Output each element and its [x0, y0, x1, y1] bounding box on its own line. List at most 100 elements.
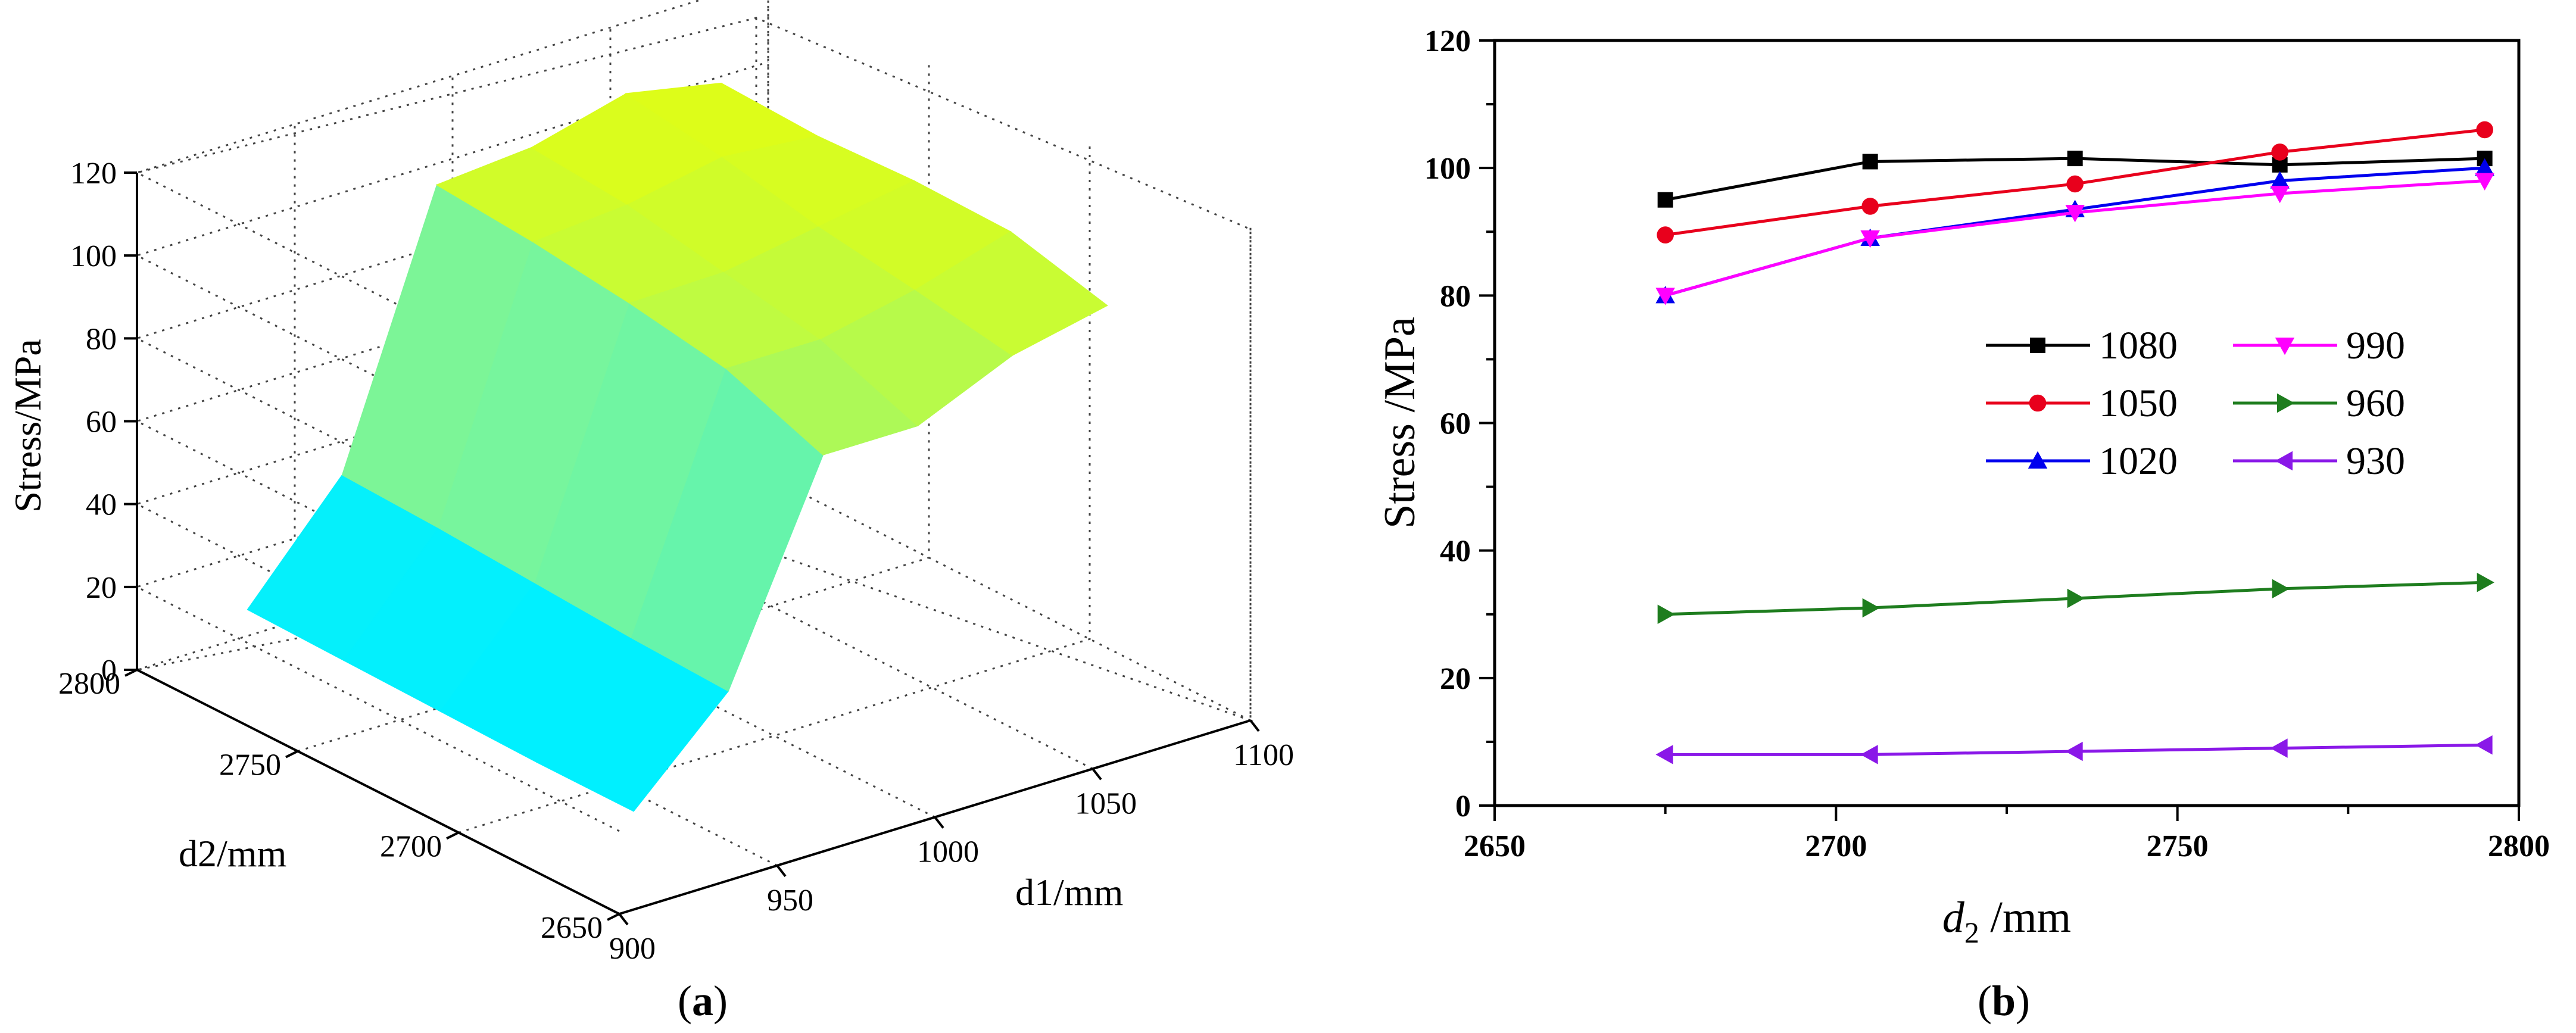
series-960-point — [2067, 588, 2085, 608]
z-tick-label: 80 — [86, 322, 117, 356]
d1-tick-mark — [1091, 768, 1102, 781]
legend-item-1080: 1080 — [1986, 324, 2178, 367]
d1-axis-label: d1/mm — [1015, 871, 1123, 913]
z-tick-label: 40 — [86, 488, 117, 522]
series-1020-point — [2270, 171, 2290, 189]
series-990-point — [2475, 173, 2494, 191]
d2-tick-mark — [285, 750, 298, 759]
series-930-point — [2475, 735, 2493, 755]
y-tick-label: 100 — [1424, 152, 1471, 186]
surface-facet — [915, 231, 1108, 356]
x-tick-label: 2650 — [1464, 829, 1526, 863]
ticks-3d: 0 20 40 60 80 100 120 2650 2700 2750 2800 900 950 100… — [58, 157, 1294, 966]
z-tick-label: 120 — [70, 157, 117, 191]
series-960-point — [1657, 604, 1675, 624]
series-1080-point — [1657, 192, 1673, 208]
d1-tick-label: 1000 — [917, 835, 979, 869]
series-990-point — [2065, 205, 2085, 223]
x-axis-label-subscript: 2 — [1964, 916, 1979, 949]
axis-ticks: 0 20 40 60 80 100 120 2650 2700 2750 2800 — [1424, 24, 2550, 863]
panel-b-label: (b) — [1978, 977, 2030, 1025]
series-960-point — [2477, 572, 2494, 592]
d1-tick-mark — [1249, 719, 1260, 732]
legend-marker — [2277, 393, 2295, 413]
series-990-point — [1655, 288, 1675, 305]
series-1050-point — [2476, 121, 2493, 139]
legend-marker — [2030, 338, 2045, 353]
series-1080-point — [2067, 151, 2083, 167]
z-tick-label: 20 — [86, 571, 117, 605]
d2-tick-mark — [607, 913, 620, 921]
panel-b-line-chart: 0 20 40 60 80 100 120 2650 2700 2750 2800 Stress /… — [1376, 24, 2550, 1025]
legend-item-1050: 1050 — [1986, 382, 2178, 425]
series-930-point — [2270, 738, 2288, 758]
d1-tick-label: 900 — [609, 932, 656, 966]
d2-tick-label: 2700 — [380, 829, 442, 863]
x-axis-label-unit: /mm — [1979, 893, 2071, 942]
legend-label: 930 — [2346, 439, 2405, 483]
series-990 — [1655, 173, 2494, 305]
legend-label: 1080 — [2099, 324, 2178, 367]
y-tick-label: 40 — [1440, 535, 1471, 569]
series-930-point — [2065, 741, 2083, 762]
legend-item-930: 930 — [2233, 439, 2405, 483]
series-1050-point — [2271, 143, 2288, 161]
legend-label: 1050 — [2099, 382, 2178, 425]
d2-tick-label: 2800 — [58, 667, 120, 701]
legend-marker — [2029, 394, 2047, 412]
d1-tick-mark — [934, 816, 944, 829]
x-tick-label: 2800 — [2488, 829, 2550, 863]
x-axis-label: d2 /mm — [1942, 893, 2071, 949]
z-tick-label: 100 — [70, 239, 117, 273]
d2-tick-label: 2650 — [541, 911, 603, 945]
panel-a-label: (a) — [678, 977, 728, 1025]
d1-tick-label: 950 — [767, 884, 813, 917]
series-lines — [1655, 121, 2494, 764]
y-tick-label: 80 — [1440, 279, 1471, 313]
series-1080-point — [1862, 154, 1878, 170]
grid-line-d2 — [458, 142, 1091, 834]
legend-label: 1020 — [2099, 439, 2178, 483]
legend-label: 960 — [2346, 382, 2405, 425]
y-tick-label: 60 — [1440, 407, 1471, 441]
legend-marker — [2275, 338, 2295, 355]
legend: 1080 1050 1020 990 960 930 — [1986, 324, 2405, 483]
series-990-line — [1664, 179, 2485, 297]
z-tick-label: 60 — [86, 405, 117, 439]
x-axis-label-symbol: d — [1942, 893, 1965, 942]
x-tick-label: 2750 — [2147, 829, 2209, 863]
series-960-point — [2272, 579, 2290, 599]
series-1050 — [1657, 121, 2493, 244]
d2-tick-label: 2750 — [219, 748, 281, 782]
series-990-point — [2270, 186, 2290, 204]
legend-item-1020: 1020 — [1986, 439, 2178, 483]
d1-tick-label: 1100 — [1233, 738, 1294, 772]
d2-tick-mark — [124, 669, 138, 677]
legend-item-960: 960 — [2233, 382, 2405, 425]
series-960 — [1657, 572, 2494, 624]
d1-tick-mark — [776, 865, 787, 877]
series-1050-point — [1861, 198, 1879, 215]
z-tick-label: 0 — [101, 654, 117, 688]
x-tick-label: 2700 — [1805, 829, 1867, 863]
y-tick-label: 0 — [1455, 789, 1471, 823]
series-930-point — [1860, 745, 1878, 764]
d1-tick-mark — [618, 913, 629, 926]
series-960-point — [1862, 598, 1880, 618]
panel-a-surface-chart: 0 20 40 60 80 100 120 2650 2700 2750 2800 900 950 100… — [7, 0, 1294, 1025]
d2-axis-label: d2/mm — [179, 832, 286, 875]
series-1080 — [1657, 151, 2493, 208]
z-axis-label: Stress/MPa — [7, 339, 49, 513]
d2-tick-mark — [446, 831, 459, 840]
grid-line-d2 — [297, 60, 930, 753]
series-1050-point — [2066, 175, 2084, 193]
legend-item-990: 990 — [2233, 324, 2405, 367]
d2-axis-line — [136, 669, 620, 915]
surface-plot — [247, 82, 1108, 812]
legend-marker — [2275, 451, 2293, 471]
y-tick-label: 20 — [1440, 662, 1471, 696]
legend-label: 990 — [2346, 324, 2405, 367]
series-930-point — [1655, 745, 1673, 764]
legend-marker — [2028, 451, 2048, 469]
